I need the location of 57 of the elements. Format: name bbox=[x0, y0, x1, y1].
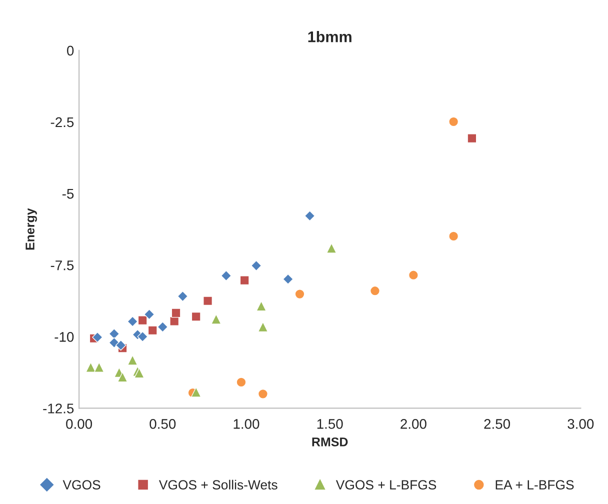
point bbox=[137, 331, 148, 342]
point bbox=[127, 316, 138, 327]
x-tick-label: 1.50 bbox=[317, 419, 343, 429]
x-tick-label: 0.50 bbox=[150, 419, 176, 429]
point bbox=[203, 296, 213, 306]
legend-label: VGOS bbox=[62, 480, 100, 490]
y-tick-label: -5 bbox=[62, 189, 74, 199]
point bbox=[467, 134, 477, 144]
chart-title: 1bmm bbox=[308, 30, 352, 42]
point bbox=[148, 326, 158, 336]
y-tick-label: -7.5 bbox=[50, 260, 74, 270]
point bbox=[177, 290, 188, 302]
point bbox=[258, 322, 268, 332]
point bbox=[108, 337, 120, 348]
point bbox=[240, 276, 250, 286]
x-tick-label: 2.00 bbox=[400, 419, 426, 429]
y-tick-label: 0 bbox=[67, 46, 74, 56]
point bbox=[144, 308, 155, 320]
point bbox=[282, 274, 294, 284]
point bbox=[408, 270, 418, 280]
point bbox=[190, 387, 202, 398]
x-tick-label: 2.50 bbox=[484, 419, 510, 429]
x-tick-label: 3.00 bbox=[568, 419, 594, 429]
point bbox=[448, 116, 459, 127]
y-tick-label: -12.5 bbox=[43, 404, 74, 414]
point bbox=[108, 328, 120, 340]
point bbox=[157, 322, 168, 332]
point bbox=[370, 286, 380, 296]
point bbox=[448, 231, 459, 242]
point bbox=[117, 372, 128, 382]
point bbox=[210, 314, 222, 324]
y-axis-title: Energy bbox=[26, 208, 37, 250]
point bbox=[326, 243, 337, 254]
point bbox=[220, 270, 232, 282]
x-tick-label: 1.00 bbox=[234, 419, 260, 429]
point bbox=[236, 377, 246, 388]
legend-label: VGOS + Sollis-Wets bbox=[158, 480, 278, 490]
legend-label: EA + L-BFGS bbox=[496, 480, 574, 490]
point bbox=[94, 362, 104, 372]
point bbox=[294, 289, 305, 300]
point bbox=[127, 354, 138, 366]
point bbox=[138, 316, 148, 326]
point bbox=[191, 312, 201, 322]
point bbox=[171, 308, 181, 318]
point bbox=[170, 316, 180, 326]
point bbox=[304, 210, 316, 222]
point bbox=[258, 388, 268, 399]
x-axis-title: RMSD bbox=[312, 437, 348, 446]
point bbox=[92, 332, 103, 343]
y-tick-label: -2.5 bbox=[50, 117, 74, 128]
y-tick-label: -10 bbox=[54, 332, 74, 342]
point bbox=[250, 260, 262, 272]
legend-label: VGOS + L-BFGS bbox=[336, 480, 436, 490]
point bbox=[256, 300, 266, 312]
point bbox=[115, 340, 126, 351]
point bbox=[86, 362, 96, 372]
x-tick-label: 0.00 bbox=[66, 419, 92, 429]
